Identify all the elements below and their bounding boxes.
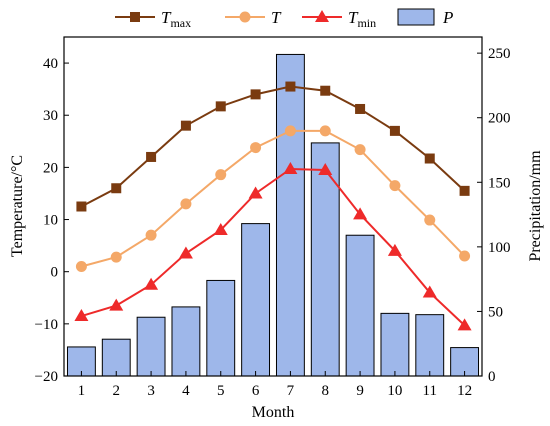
left-y-tick-label: 30 xyxy=(43,108,58,124)
right-y-tick-label: 0 xyxy=(488,369,496,385)
tmin-line xyxy=(81,167,466,327)
tmax-point xyxy=(424,153,435,164)
tmin-point xyxy=(422,285,437,298)
left-y-tick-label: 40 xyxy=(43,56,58,72)
tmin-point xyxy=(387,243,402,256)
t-point xyxy=(145,229,157,241)
t-point xyxy=(75,260,87,272)
tmax-point xyxy=(459,185,470,196)
t-point xyxy=(319,125,331,137)
tmin-point xyxy=(248,186,263,199)
tmax-point xyxy=(285,81,296,92)
t-point xyxy=(180,198,192,210)
legend-t-marker xyxy=(239,11,251,23)
x-tick-label: 5 xyxy=(217,383,225,399)
legend-p-swatch xyxy=(397,8,435,26)
precipitation-bar xyxy=(345,234,375,377)
x-tick-label: 3 xyxy=(147,383,155,399)
precipitation-bar xyxy=(415,314,445,377)
tmax-point xyxy=(250,89,261,100)
precipitation-bars xyxy=(66,53,480,377)
x-tick-label: 2 xyxy=(113,383,121,399)
legend-tmin-label: Tmin xyxy=(348,8,376,30)
legend-t-label: T xyxy=(271,8,282,27)
left-y-tick-label: 0 xyxy=(51,265,59,281)
left-y-tick-label: 10 xyxy=(43,213,58,229)
t-point xyxy=(459,250,471,262)
tmin-point xyxy=(353,207,368,220)
x-tick-label: 4 xyxy=(182,383,190,399)
left-y-tick-label: −10 xyxy=(35,317,58,333)
tmin-point xyxy=(74,309,89,322)
x-tick-label: 11 xyxy=(423,383,437,399)
tmax-point xyxy=(320,85,331,96)
right-y-tick-label: 250 xyxy=(488,46,511,62)
tmin-point xyxy=(213,222,228,235)
precipitation-bar xyxy=(101,338,131,377)
x-tick-label: 12 xyxy=(457,383,472,399)
x-tick-label: 10 xyxy=(387,383,402,399)
legend-p-label: P xyxy=(442,8,453,27)
right-y-axis-title: Precipitation/mm xyxy=(527,150,544,262)
t-point xyxy=(250,142,262,154)
precipitation-bar xyxy=(380,312,410,377)
legend-tmax-label: Tmax xyxy=(161,8,191,30)
x-tick-label: 7 xyxy=(287,383,295,399)
tmin-point xyxy=(318,162,333,175)
legend-tmin-subscript: min xyxy=(357,16,376,30)
tmax-point xyxy=(76,201,87,212)
t-point xyxy=(389,180,401,192)
tmax-point xyxy=(215,101,226,112)
t-point xyxy=(354,144,366,156)
t-point xyxy=(215,169,227,181)
left-y-tick-label: 20 xyxy=(43,160,58,176)
right-y-tick-label: 50 xyxy=(488,304,503,320)
precipitation-bar xyxy=(171,306,201,377)
tmax-point xyxy=(389,125,400,136)
temperature-lines xyxy=(74,81,472,331)
t-point xyxy=(424,214,436,226)
x-axis-title: Month xyxy=(252,404,295,421)
x-tick-label: 9 xyxy=(356,383,364,399)
t-point xyxy=(284,125,296,137)
precipitation-bar xyxy=(275,53,305,377)
precipitation-bar xyxy=(310,142,340,377)
precipitation-bar xyxy=(136,316,166,377)
x-tick-label: 6 xyxy=(252,383,260,399)
legend-tmin-marker xyxy=(315,10,329,22)
left-y-axis-title: Temperature/°C xyxy=(9,155,26,257)
tmin-point xyxy=(457,318,472,331)
legend-tmax-subscript: max xyxy=(170,16,191,30)
tmax-point xyxy=(111,183,122,194)
x-tick-label: 8 xyxy=(322,383,330,399)
legend-tmax-marker xyxy=(130,12,140,22)
tmin-point xyxy=(178,246,193,259)
t-line xyxy=(81,129,466,268)
right-y-tick-label: 200 xyxy=(488,111,511,127)
tmax-line xyxy=(80,85,466,208)
plot-frame xyxy=(63,36,483,377)
right-y-tick-label: 100 xyxy=(488,240,511,256)
t-point xyxy=(110,251,122,263)
tmin-point xyxy=(144,277,159,290)
legend: Tmax T Tmin P xyxy=(115,8,453,30)
tmin-point xyxy=(109,298,124,311)
tmax-point xyxy=(146,151,157,162)
tmax-point xyxy=(180,120,191,131)
x-tick-label: 1 xyxy=(78,383,86,399)
precipitation-bar xyxy=(206,279,236,377)
precipitation-bar xyxy=(241,223,271,377)
tmax-point xyxy=(355,103,366,114)
right-y-tick-label: 150 xyxy=(488,175,511,191)
left-y-tick-label: −20 xyxy=(35,369,58,385)
tmin-point xyxy=(283,161,298,174)
